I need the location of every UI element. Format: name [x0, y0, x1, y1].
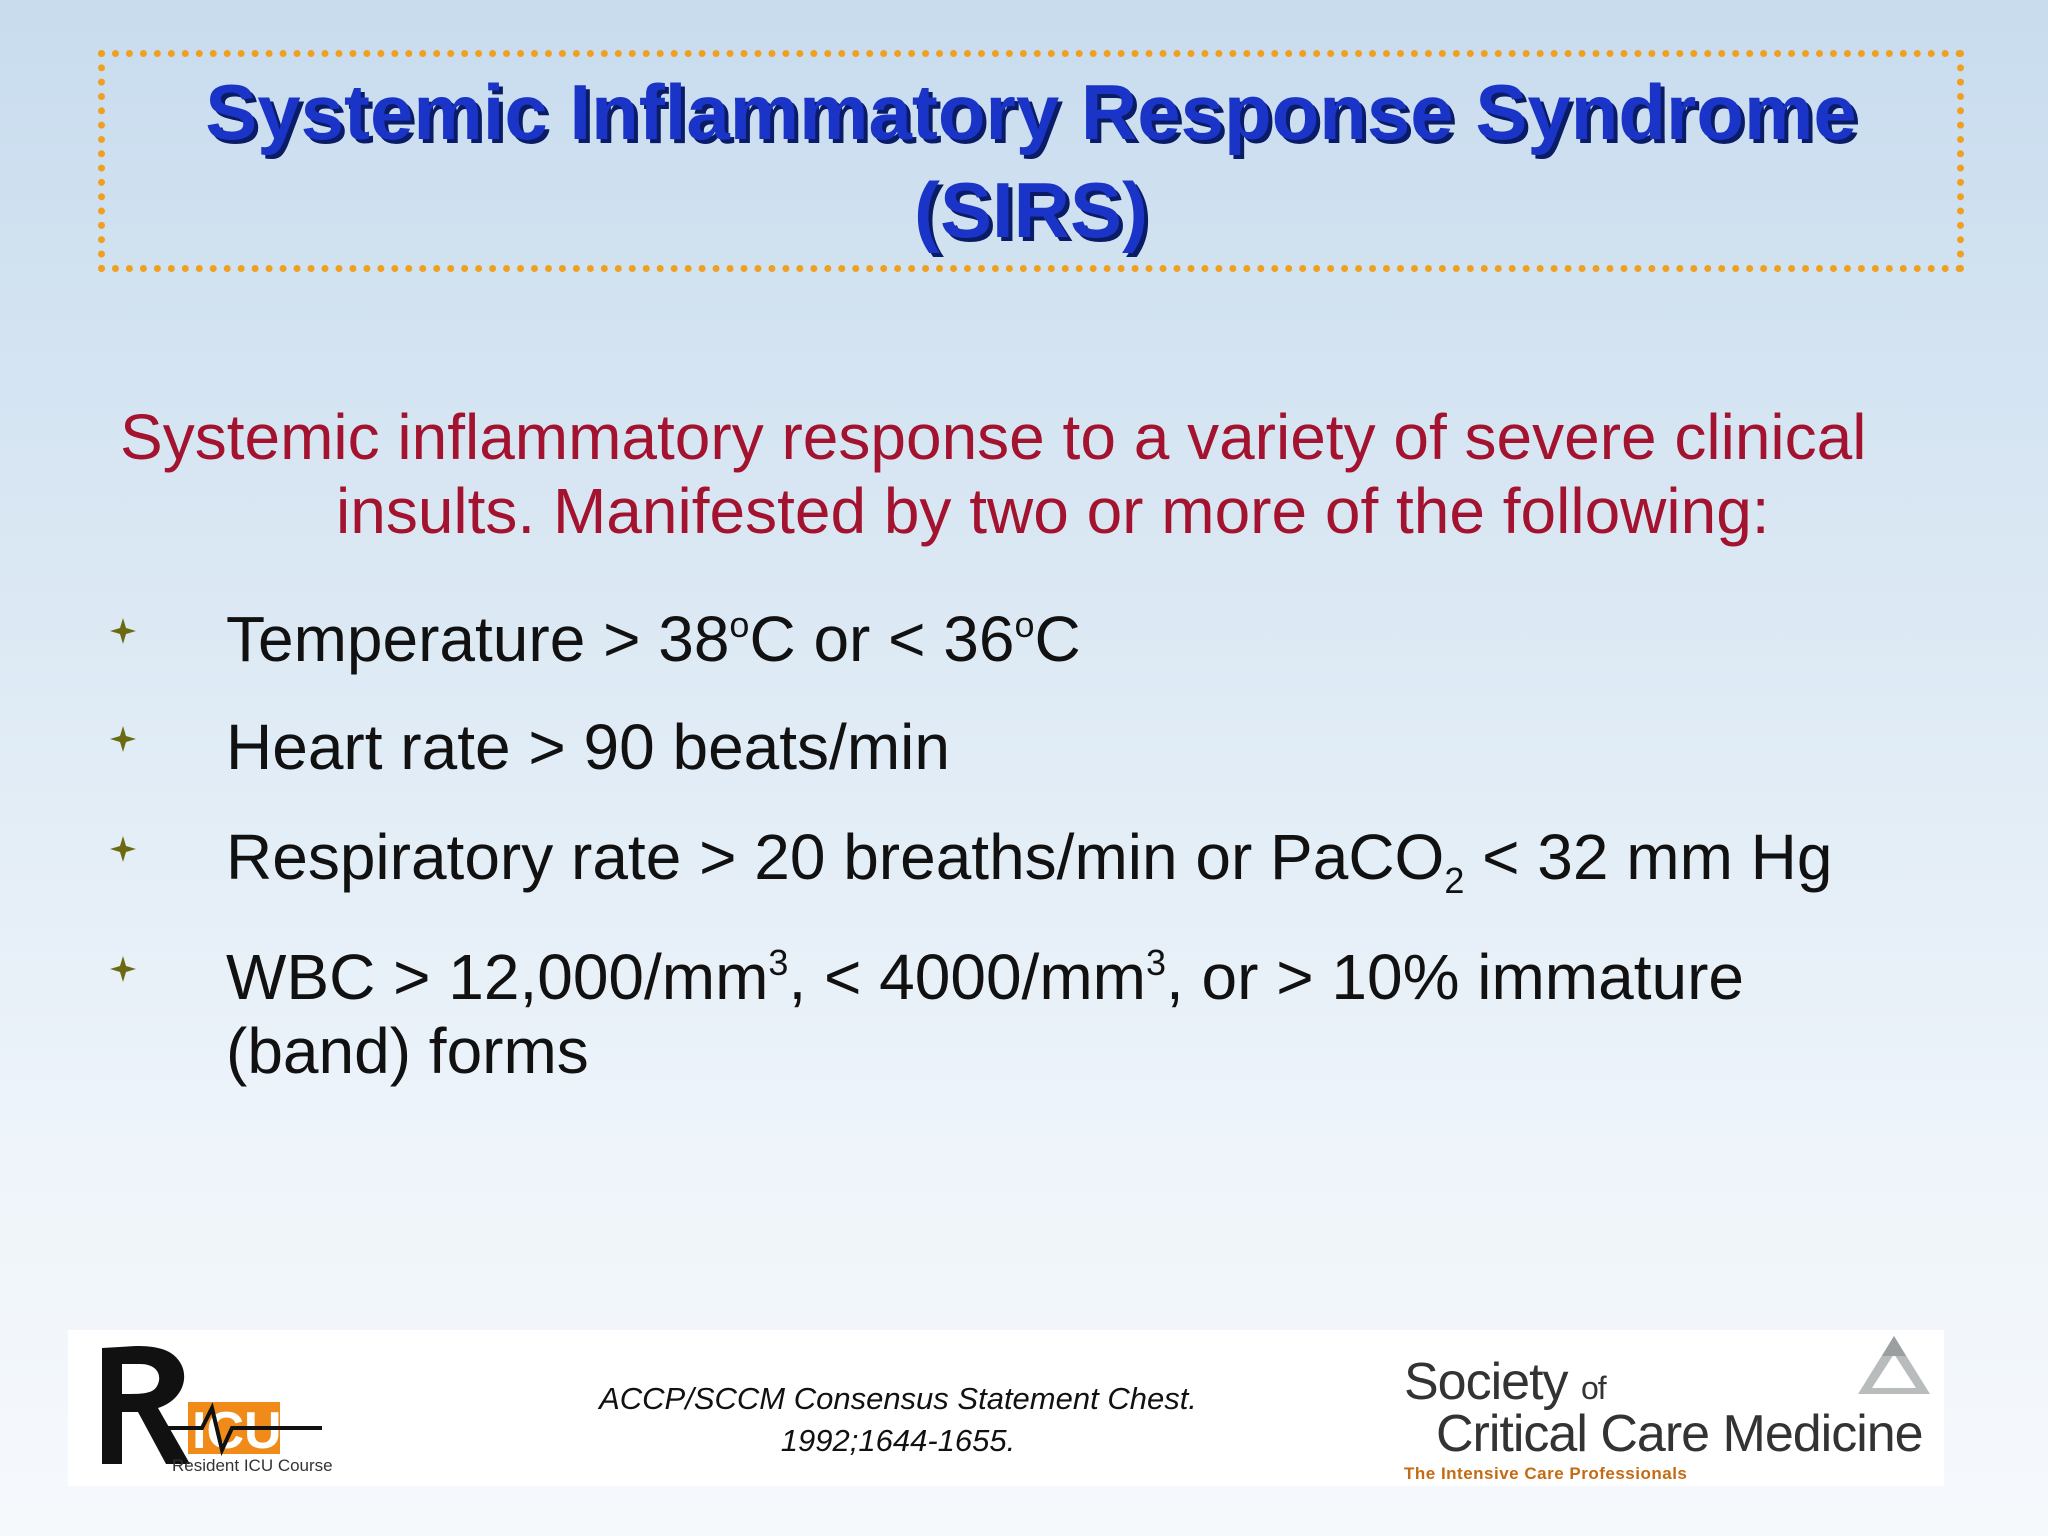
- citation-line2: 1992;1644-1655.: [780, 1423, 1016, 1458]
- bullet-text: Heart rate > 90 beats/min: [226, 711, 950, 783]
- four-point-star-icon: [110, 836, 136, 862]
- intro-text: Systemic inflammatory response to a vari…: [120, 400, 1980, 548]
- ricu-logo-icon: ICU: [102, 1346, 322, 1464]
- citation: ACCP/SCCM Consensus Statement Chest. 199…: [548, 1378, 1248, 1462]
- ricu-subtitle: Resident ICU Course: [172, 1456, 333, 1475]
- slide-title-line1: Systemic Inflammatory Response Syndrome: [205, 68, 1857, 156]
- citation-line1: ACCP/SCCM Consensus Statement Chest.: [599, 1381, 1197, 1416]
- sccm-logo: Society of Critical Care Medicine The In…: [1398, 1330, 1938, 1486]
- footer-band: ICU Resident ICU Course ACCP/SCCM Consen…: [68, 1330, 1944, 1486]
- title-box: Systemic Inflammatory Response Syndrome …: [98, 50, 1964, 272]
- bullet-text: Temperature > 38oC or < 36oC: [226, 603, 1081, 675]
- sccm-society-text: Society of: [1404, 1353, 1607, 1411]
- bullet-text: WBC > 12,000/mm3, < 4000/mm3, or > 10% i…: [226, 941, 1744, 1013]
- four-point-star-icon: [110, 618, 136, 644]
- intro-line1: Systemic inflammatory response to a vari…: [120, 401, 1867, 473]
- intro-line2: insults. Manifested by two or more of th…: [336, 475, 1770, 547]
- bullet-text: Respiratory rate > 20 breaths/min or PaC…: [226, 821, 1833, 901]
- bullet-wbc: WBC > 12,000/mm3, < 4000/mm3, or > 10% i…: [110, 940, 1930, 1088]
- sccm-tagline: The Intensive Care Professionals: [1404, 1464, 1688, 1483]
- svg-text:ICU: ICU: [192, 1402, 282, 1460]
- four-point-star-icon: [110, 726, 136, 752]
- slide-title-line2: (SIRS): [914, 166, 1148, 254]
- bullet-respiratory-rate: Respiratory rate > 20 breaths/min or PaC…: [110, 820, 1930, 901]
- sccm-name-text: Critical Care Medicine: [1436, 1405, 1924, 1463]
- pyramid-logo-icon: [1858, 1336, 1930, 1394]
- bullet-temperature: Temperature > 38oC or < 36oC: [110, 602, 1930, 676]
- bullet-text-line2: (band) forms: [226, 1015, 589, 1087]
- bullet-heart-rate: Heart rate > 90 beats/min: [110, 710, 1930, 784]
- four-point-star-icon: [110, 956, 136, 982]
